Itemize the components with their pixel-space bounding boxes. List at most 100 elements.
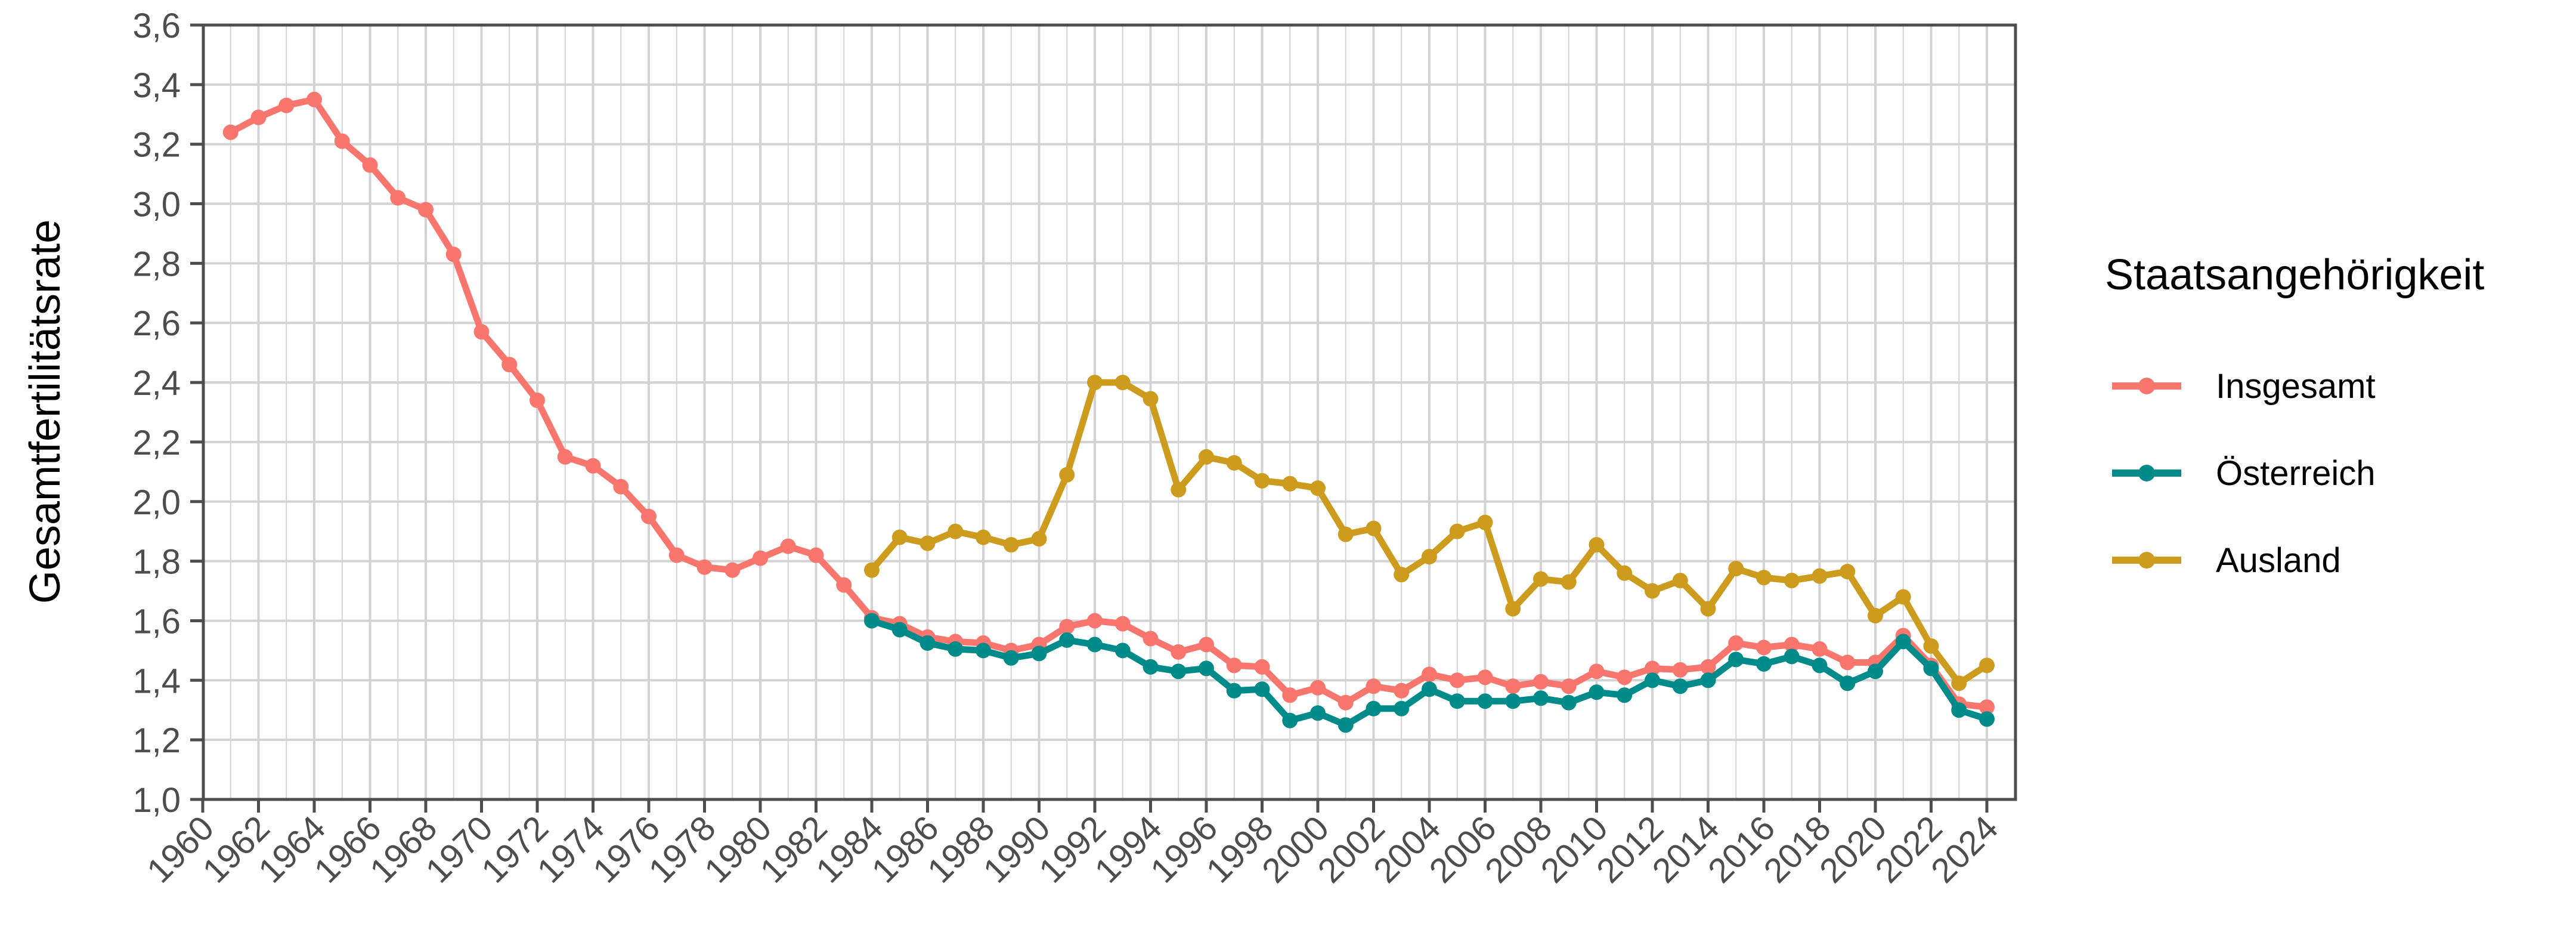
data-point xyxy=(1114,643,1131,659)
data-point xyxy=(1477,693,1493,709)
line-point-icon xyxy=(2112,455,2181,491)
data-point xyxy=(1868,607,1883,623)
data-point xyxy=(1059,632,1075,648)
data-point xyxy=(1533,571,1549,587)
data-point xyxy=(808,547,824,563)
data-point xyxy=(1617,669,1633,685)
data-point xyxy=(1254,681,1270,697)
data-point xyxy=(1840,654,1856,671)
data-point xyxy=(891,529,908,545)
data-point xyxy=(836,577,852,593)
data-point xyxy=(1254,659,1270,675)
data-point xyxy=(976,529,991,545)
y-tick-label: 3,4 xyxy=(132,66,181,105)
data-point xyxy=(1449,693,1465,709)
data-point xyxy=(1366,678,1382,694)
data-point xyxy=(1895,589,1911,605)
data-point xyxy=(222,124,239,140)
data-point xyxy=(1282,712,1298,728)
y-tick-label: 2,8 xyxy=(132,245,181,283)
data-point xyxy=(418,202,434,218)
data-point xyxy=(1366,700,1382,717)
data-point xyxy=(1728,561,1744,577)
data-point xyxy=(445,246,462,262)
data-point xyxy=(1226,682,1242,699)
data-point xyxy=(1784,637,1800,653)
data-point xyxy=(557,449,573,465)
y-tick-label: 3,6 xyxy=(132,7,181,45)
data-point xyxy=(1282,475,1298,492)
data-point xyxy=(1087,375,1103,391)
data-point xyxy=(976,643,991,659)
data-point xyxy=(1059,619,1075,635)
data-point xyxy=(1672,662,1688,678)
plot-panel-border xyxy=(202,23,2017,801)
legend-label: Ausland xyxy=(2216,541,2341,580)
y-tick-label: 1,0 xyxy=(132,781,181,820)
data-point xyxy=(1840,564,1856,580)
y-tick-label: 2,4 xyxy=(132,364,181,403)
data-point xyxy=(1114,616,1131,632)
line-point-icon xyxy=(2112,368,2181,404)
data-point xyxy=(864,613,880,629)
data-point xyxy=(250,109,267,125)
data-point xyxy=(1589,684,1605,700)
data-point xyxy=(1617,565,1633,581)
x-axis: 1960196219641966196819701972197419761978… xyxy=(140,799,2005,890)
data-point xyxy=(1923,638,1939,654)
line-point-icon xyxy=(2112,542,2181,578)
y-axis-title: Gesamtfertilitätsrate xyxy=(21,220,69,604)
data-point xyxy=(1394,682,1410,699)
y-axis: 1,0 1,2 1,4 1,6 1,8 2,0 2,2 2,4 2,6 2,8 3,0 3,2 3,4 3… xyxy=(132,7,203,820)
data-point xyxy=(1533,674,1549,690)
data-point xyxy=(1700,601,1716,617)
data-point xyxy=(1923,660,1939,677)
data-point xyxy=(1617,687,1633,703)
data-point xyxy=(724,562,741,578)
y-tick-label: 1,2 xyxy=(132,721,181,760)
data-point xyxy=(891,622,908,638)
data-point xyxy=(306,91,322,107)
data-point xyxy=(696,559,713,575)
data-point xyxy=(530,393,545,409)
data-point xyxy=(1199,637,1214,653)
legend-item-insgesamt: Insgesamt xyxy=(2105,342,2484,430)
data-point xyxy=(864,562,880,578)
data-point xyxy=(1700,659,1716,675)
data-point xyxy=(1672,678,1688,694)
data-point xyxy=(1171,644,1187,660)
data-point xyxy=(1059,467,1075,483)
data-point xyxy=(1589,663,1605,680)
data-point xyxy=(1310,480,1326,496)
data-point xyxy=(1533,690,1549,706)
data-point xyxy=(1199,449,1214,465)
data-point xyxy=(1951,675,1967,691)
data-point xyxy=(1812,641,1828,657)
data-point xyxy=(1700,672,1716,688)
data-point xyxy=(1645,583,1660,599)
y-tick-label: 3,2 xyxy=(132,126,181,165)
y-tick-label: 1,8 xyxy=(132,543,181,582)
data-point xyxy=(1422,681,1437,697)
data-point xyxy=(1561,574,1577,590)
series-ausland xyxy=(864,375,1995,691)
data-point xyxy=(1589,537,1605,553)
data-point xyxy=(1895,634,1911,650)
data-point xyxy=(1979,699,1995,715)
data-point xyxy=(1226,657,1242,674)
data-point xyxy=(1728,635,1744,651)
data-point xyxy=(390,190,406,206)
data-point xyxy=(1812,657,1828,674)
legend-item-ausland: Ausland xyxy=(2105,517,2484,604)
data-point xyxy=(753,550,768,566)
data-point xyxy=(1031,646,1047,662)
data-point xyxy=(501,357,518,373)
data-point xyxy=(1868,663,1883,680)
data-point xyxy=(1756,640,1772,656)
y-tick-label: 2,2 xyxy=(132,424,181,462)
data-point xyxy=(585,458,601,474)
data-point xyxy=(1422,549,1437,565)
data-point xyxy=(1784,648,1800,665)
legend-item-oesterreich: Österreich xyxy=(2105,430,2484,517)
